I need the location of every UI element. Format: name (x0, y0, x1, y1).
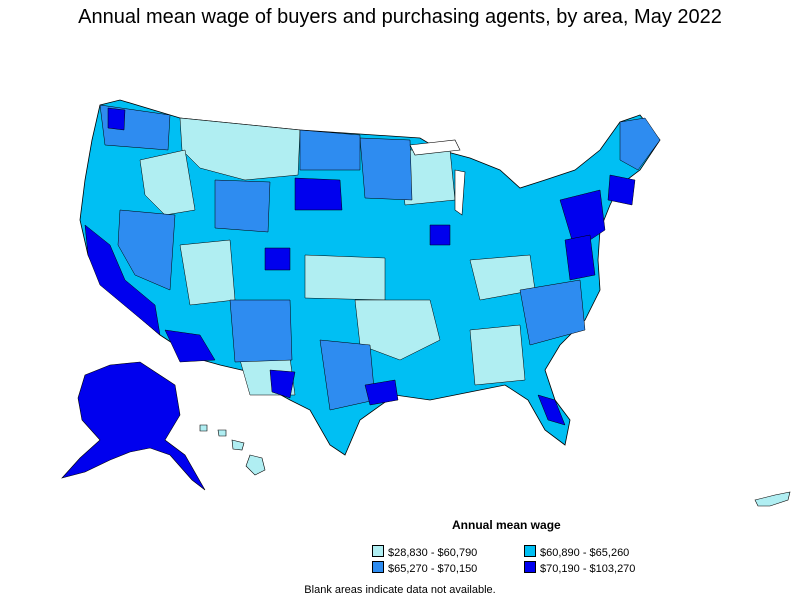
legend-item: $70,190 - $103,270 (524, 561, 635, 576)
area-arizona (164, 329, 216, 363)
legend-label: $28,830 - $60,790 (388, 547, 478, 559)
puerto-rico-shape (754, 491, 791, 507)
area-new-england (607, 174, 636, 206)
legend-item: $60,890 - $65,260 (524, 545, 629, 560)
hawaii-oahu (217, 429, 227, 437)
area-texas-east (319, 339, 376, 411)
alaska-shape (61, 361, 206, 491)
area-northeast (559, 189, 606, 251)
area-denver (264, 247, 291, 271)
area-wyoming (214, 179, 271, 233)
legend-label: $60,890 - $65,260 (540, 547, 630, 559)
area-california (84, 224, 161, 336)
legend-label: $65,270 - $70,150 (388, 563, 478, 575)
legend-swatch (524, 545, 536, 557)
area-florida (537, 394, 566, 426)
area-idaho-east (139, 149, 196, 216)
area-south-dakota (294, 177, 343, 211)
hawaii-kauai (199, 424, 208, 432)
legend-swatch (372, 561, 384, 573)
legend-item: $28,830 - $60,790 (372, 545, 477, 560)
area-southeast (519, 279, 586, 346)
area-chicago (429, 224, 451, 246)
area-nevada (117, 209, 176, 291)
legend-title: Annual mean wage (452, 518, 561, 532)
area-mid-atlantic (564, 234, 596, 281)
lake-superior (409, 139, 461, 156)
legend-swatch (372, 545, 384, 557)
area-new-mexico (229, 299, 293, 363)
area-minnesota (359, 137, 413, 201)
area-south-central (354, 299, 441, 361)
area-north-dakota (299, 129, 361, 171)
great-lakes (409, 139, 466, 216)
area-kansas (304, 254, 386, 301)
puerto-rico (754, 491, 791, 507)
legend-item: $65,270 - $70,150 (372, 561, 477, 576)
lake-michigan (454, 169, 466, 216)
hawaii-islands (199, 424, 266, 476)
area-alabama-georgia (469, 324, 526, 386)
map-title: Annual mean wage of buyers and purchasin… (78, 6, 722, 28)
area-utah-colorado (179, 239, 236, 306)
footnote: Blank areas indicate data not available. (304, 584, 496, 596)
area-patches (84, 104, 661, 426)
area-el-paso (269, 369, 296, 399)
area-maine (619, 117, 661, 171)
legend-swatch (524, 561, 536, 573)
area-seattle (107, 107, 126, 131)
area-houston (364, 379, 399, 406)
hawaii-maui (231, 439, 245, 451)
legend-label: $70,190 - $103,270 (540, 563, 636, 575)
hawaii-big-island (245, 454, 266, 476)
